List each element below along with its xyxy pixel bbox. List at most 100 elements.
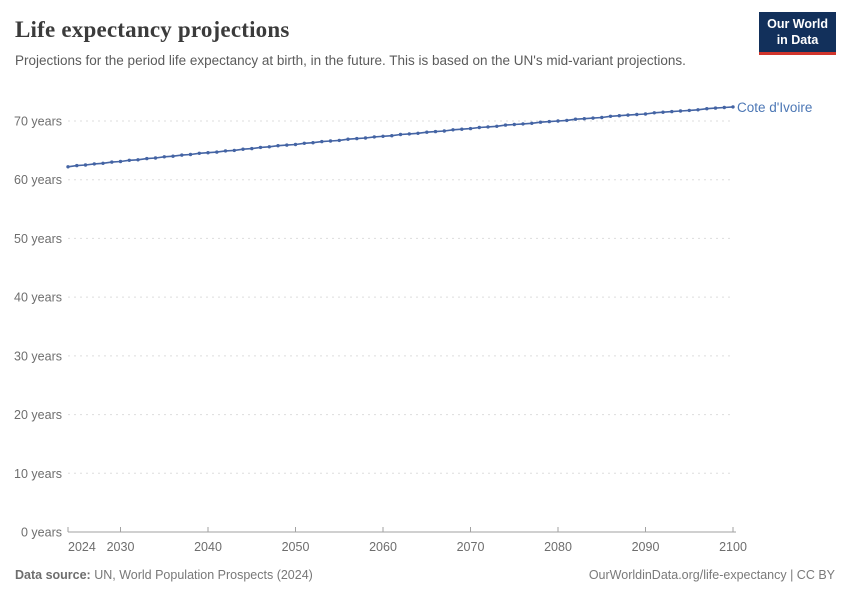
data-point[interactable] bbox=[162, 155, 166, 159]
data-point[interactable] bbox=[258, 145, 263, 150]
owid-logo-line2: in Data bbox=[776, 32, 819, 47]
owid-logo[interactable]: Our World in Data bbox=[759, 12, 836, 56]
data-point[interactable] bbox=[530, 121, 534, 126]
y-tick-label: 40 years bbox=[14, 291, 62, 305]
y-tick-label: 10 years bbox=[14, 467, 62, 481]
data-point[interactable] bbox=[477, 125, 481, 130]
data-point[interactable] bbox=[635, 112, 639, 117]
data-point[interactable] bbox=[311, 141, 315, 145]
data-point[interactable] bbox=[320, 139, 324, 144]
data-point[interactable] bbox=[188, 152, 193, 157]
x-tick-label: 2090 bbox=[632, 540, 660, 554]
data-point[interactable] bbox=[713, 106, 718, 110]
data-point[interactable] bbox=[556, 119, 560, 123]
data-point[interactable] bbox=[468, 126, 473, 131]
data-point[interactable] bbox=[390, 134, 394, 138]
data-point[interactable] bbox=[722, 105, 726, 110]
data-point[interactable] bbox=[643, 112, 648, 116]
data-point[interactable] bbox=[538, 120, 543, 124]
data-point[interactable] bbox=[66, 165, 70, 169]
data-point[interactable] bbox=[355, 136, 359, 141]
data-point[interactable] bbox=[171, 154, 175, 158]
data-point[interactable] bbox=[363, 136, 368, 140]
data-point[interactable] bbox=[398, 132, 403, 137]
data-point[interactable] bbox=[486, 125, 490, 129]
y-tick-label: 70 years bbox=[14, 115, 62, 129]
data-point[interactable] bbox=[731, 105, 735, 109]
data-point[interactable] bbox=[425, 130, 429, 134]
x-tick-label: 2024 bbox=[68, 540, 96, 554]
data-point[interactable] bbox=[75, 163, 79, 168]
chart-subtitle: Projections for the period life expectan… bbox=[15, 53, 686, 68]
data-point[interactable] bbox=[302, 141, 306, 145]
data-point[interactable] bbox=[250, 146, 254, 151]
data-point[interactable] bbox=[678, 109, 683, 113]
data-source-value: UN, World Population Prospects (2024) bbox=[90, 568, 313, 582]
data-point[interactable] bbox=[92, 162, 97, 166]
x-tick-label: 2060 bbox=[369, 540, 397, 554]
data-point[interactable] bbox=[696, 108, 700, 112]
data-point[interactable] bbox=[573, 117, 578, 121]
data-point[interactable] bbox=[206, 151, 210, 155]
x-tick-label: 2040 bbox=[194, 540, 222, 554]
data-point[interactable] bbox=[267, 145, 271, 149]
data-point[interactable] bbox=[591, 116, 595, 120]
data-point[interactable] bbox=[145, 156, 149, 161]
data-point[interactable] bbox=[285, 143, 289, 147]
data-point[interactable] bbox=[460, 127, 464, 131]
data-point[interactable] bbox=[442, 129, 446, 133]
data-point[interactable] bbox=[276, 144, 280, 148]
data-point[interactable] bbox=[652, 111, 656, 115]
data-point[interactable] bbox=[180, 153, 184, 157]
x-tick-label: 2070 bbox=[457, 540, 485, 554]
data-point[interactable] bbox=[582, 117, 586, 121]
data-point[interactable] bbox=[223, 149, 228, 153]
data-point[interactable] bbox=[372, 135, 376, 139]
data-point[interactable] bbox=[197, 151, 201, 155]
data-point[interactable] bbox=[407, 132, 411, 136]
data-point[interactable] bbox=[346, 137, 350, 141]
data-point[interactable] bbox=[153, 156, 158, 160]
data-point[interactable] bbox=[416, 131, 420, 135]
data-point[interactable] bbox=[118, 159, 123, 164]
data-point[interactable] bbox=[83, 163, 88, 167]
data-source: Data source: UN, World Population Prospe… bbox=[15, 568, 313, 582]
data-point[interactable] bbox=[241, 147, 245, 151]
data-point[interactable] bbox=[600, 115, 604, 120]
data-point[interactable] bbox=[503, 123, 508, 127]
y-tick-label: 60 years bbox=[14, 173, 62, 187]
data-point[interactable] bbox=[451, 128, 455, 132]
data-point[interactable] bbox=[521, 122, 525, 126]
data-point[interactable] bbox=[687, 108, 691, 113]
data-point[interactable] bbox=[433, 129, 438, 134]
data-point[interactable] bbox=[136, 158, 140, 162]
x-tick-label: 2100 bbox=[719, 540, 747, 554]
y-tick-label: 0 years bbox=[21, 526, 62, 540]
data-point[interactable] bbox=[495, 124, 499, 128]
data-point[interactable] bbox=[293, 142, 298, 147]
data-point[interactable] bbox=[547, 119, 551, 124]
series-line[interactable] bbox=[67, 106, 734, 168]
x-tick-label: 2030 bbox=[107, 540, 135, 554]
data-point[interactable] bbox=[626, 113, 630, 117]
data-point[interactable] bbox=[565, 118, 569, 123]
data-point[interactable] bbox=[101, 161, 105, 165]
footer-link[interactable]: OurWorldinData.org/life-expectancy | CC … bbox=[588, 568, 835, 582]
data-point[interactable] bbox=[670, 109, 674, 114]
data-point[interactable] bbox=[215, 150, 219, 154]
data-point[interactable] bbox=[381, 134, 385, 138]
data-source-label: Data source: bbox=[15, 568, 91, 582]
data-point[interactable] bbox=[705, 107, 709, 111]
data-point[interactable] bbox=[127, 158, 131, 162]
data-point[interactable] bbox=[608, 114, 613, 119]
data-point[interactable] bbox=[328, 139, 333, 143]
data-point[interactable] bbox=[110, 160, 114, 164]
data-point[interactable] bbox=[337, 138, 341, 143]
data-point[interactable] bbox=[661, 110, 665, 114]
series-label-cote-divoire[interactable]: Cote d'Ivoire bbox=[737, 100, 813, 115]
data-point[interactable] bbox=[512, 122, 516, 127]
data-point[interactable] bbox=[617, 114, 621, 118]
data-point[interactable] bbox=[232, 148, 236, 153]
